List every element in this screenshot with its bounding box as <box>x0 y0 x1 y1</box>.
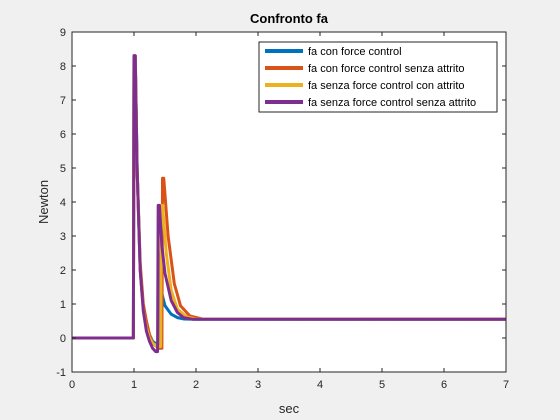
y-tick-label: -1 <box>56 367 66 379</box>
x-tick-label: 5 <box>379 379 385 391</box>
legend: fa con force control fa con force contro… <box>258 41 498 113</box>
legend-label-1: fa con force control senza attrito <box>308 63 465 75</box>
legend-label-0: fa con force control <box>308 46 402 58</box>
legend-label-3: fa senza force control senza attrito <box>308 97 476 109</box>
x-tick-label: 7 <box>503 379 509 391</box>
x-axis-label: sec <box>279 401 300 416</box>
y-tick-label: 7 <box>60 95 66 107</box>
y-tick-label: 3 <box>60 231 66 243</box>
x-tick-label: 3 <box>255 379 261 391</box>
y-tick-label: 0 <box>60 333 66 345</box>
x-tick-label: 1 <box>131 379 137 391</box>
chart-title: Confronto fa <box>250 11 329 26</box>
y-tick-label: 6 <box>60 129 66 141</box>
y-tick-label: 5 <box>60 163 66 175</box>
y-tick-label: 4 <box>60 197 66 209</box>
y-tick-label: 8 <box>60 61 66 73</box>
x-tick-label: 0 <box>69 379 75 391</box>
legend-label-2: fa senza force control con attrito <box>308 80 465 92</box>
x-tick-label: 2 <box>193 379 199 391</box>
y-tick-label: 1 <box>60 299 66 311</box>
y-tick-label: 9 <box>60 27 66 39</box>
series-layer <box>72 54 507 354</box>
y-axis-label: Newton <box>36 180 51 224</box>
y-tick-label: 2 <box>60 265 66 277</box>
x-tick-label: 4 <box>317 379 323 391</box>
series-line-3 <box>72 54 506 354</box>
x-tick-label: 6 <box>441 379 447 391</box>
